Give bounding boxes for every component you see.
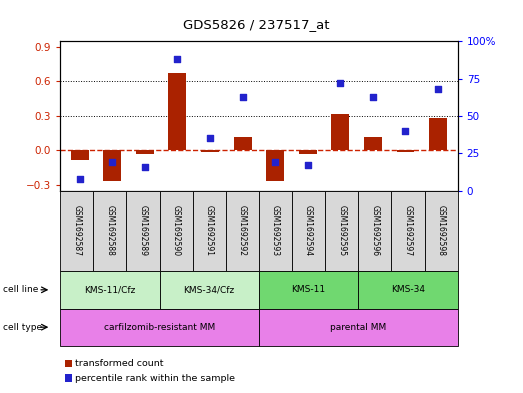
Text: transformed count: transformed count <box>75 359 164 368</box>
Text: percentile rank within the sample: percentile rank within the sample <box>75 374 235 382</box>
Point <box>206 135 214 141</box>
Text: cell line: cell line <box>3 285 38 294</box>
Text: GSM1692595: GSM1692595 <box>337 205 346 257</box>
Text: GSM1692587: GSM1692587 <box>72 206 81 256</box>
Text: parental MM: parental MM <box>330 323 386 332</box>
Text: GSM1692593: GSM1692593 <box>271 205 280 257</box>
Bar <box>364 137 382 151</box>
Text: GSM1692598: GSM1692598 <box>437 206 446 256</box>
Text: KMS-34: KMS-34 <box>391 285 425 294</box>
Bar <box>299 151 317 154</box>
Point <box>108 159 117 165</box>
Text: GSM1692597: GSM1692597 <box>403 205 413 257</box>
Bar <box>136 151 154 154</box>
Point <box>173 56 181 62</box>
Text: GSM1692591: GSM1692591 <box>204 206 214 256</box>
Text: GSM1692594: GSM1692594 <box>304 205 313 257</box>
Point <box>369 94 377 100</box>
Text: GSM1692589: GSM1692589 <box>139 206 147 256</box>
Text: KMS-11/Cfz: KMS-11/Cfz <box>84 285 135 294</box>
Point <box>434 86 442 92</box>
Bar <box>332 114 349 151</box>
Text: GDS5826 / 237517_at: GDS5826 / 237517_at <box>183 18 329 31</box>
Point <box>271 159 279 165</box>
Bar <box>429 118 447 151</box>
Bar <box>396 151 414 152</box>
Text: GSM1692588: GSM1692588 <box>105 206 115 256</box>
Text: GSM1692590: GSM1692590 <box>172 205 180 257</box>
Text: cell type: cell type <box>3 323 42 332</box>
Bar <box>104 151 121 182</box>
Point <box>336 80 345 86</box>
Text: KMS-11: KMS-11 <box>291 285 326 294</box>
Text: carfilzomib-resistant MM: carfilzomib-resistant MM <box>104 323 215 332</box>
Bar <box>201 151 219 152</box>
Point <box>75 176 84 182</box>
Point <box>303 162 312 168</box>
Point <box>238 94 247 100</box>
Bar <box>71 151 89 160</box>
Text: GSM1692592: GSM1692592 <box>238 206 247 256</box>
Text: KMS-34/Cfz: KMS-34/Cfz <box>184 285 235 294</box>
Bar <box>234 137 252 151</box>
Point <box>401 128 410 134</box>
Bar <box>266 151 284 182</box>
Text: GSM1692596: GSM1692596 <box>370 205 379 257</box>
Point <box>141 163 149 170</box>
Bar <box>168 73 186 151</box>
